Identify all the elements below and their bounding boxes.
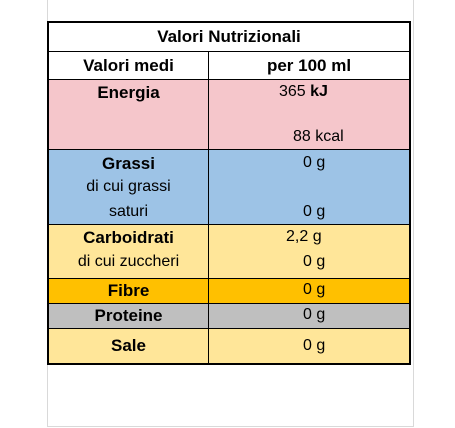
energia-kj-value: 365 kJ: [279, 83, 328, 100]
zuccheri-value: 0 g: [303, 253, 326, 270]
grassi-saturi-value: 0 g: [303, 203, 326, 220]
row-fibre: Fibre 0 g: [49, 278, 409, 303]
table-title: Valori Nutrizionali: [157, 27, 301, 46]
title-row: Valori Nutrizionali: [49, 23, 409, 51]
carboidrati-value: 2,2 g: [286, 228, 322, 245]
fibre-label: Fibre: [107, 281, 150, 300]
sale-value: 0 g: [303, 337, 326, 354]
nutrition-table: Valori Nutrizionali Valori medi per 100 …: [47, 21, 411, 365]
grassi-value: 0 g: [303, 154, 326, 171]
proteine-value: 0 g: [303, 306, 326, 323]
grassi-saturi-label-2: saturi: [108, 203, 149, 220]
carboidrati-label: Carboidrati: [83, 228, 174, 247]
row-carboidrati: Carboidrati di cui zuccheri 2,2 g 0 g: [49, 224, 409, 278]
header-valori-medi: Valori medi: [49, 52, 209, 79]
fibre-value: 0 g: [303, 281, 326, 298]
header-row: Valori medi per 100 ml: [49, 51, 409, 79]
zuccheri-label: di cui zuccheri: [77, 253, 180, 270]
sale-label: Sale: [111, 336, 146, 355]
header-per-100ml: per 100 ml: [266, 56, 352, 75]
row-sale: Sale 0 g: [49, 328, 409, 363]
row-proteine: Proteine 0 g: [49, 303, 409, 328]
row-energia: Energia 365 kJ 88 kcal: [49, 79, 409, 149]
proteine-label: Proteine: [94, 306, 163, 325]
row-grassi: Grassi di cui grassi saturi 0 g 0 g: [49, 149, 409, 224]
energia-label: Energia: [97, 83, 160, 102]
energia-kcal-value: 88 kcal: [293, 128, 344, 145]
grassi-label: Grassi: [102, 154, 155, 173]
grassi-saturi-label-1: di cui grassi: [86, 178, 171, 195]
